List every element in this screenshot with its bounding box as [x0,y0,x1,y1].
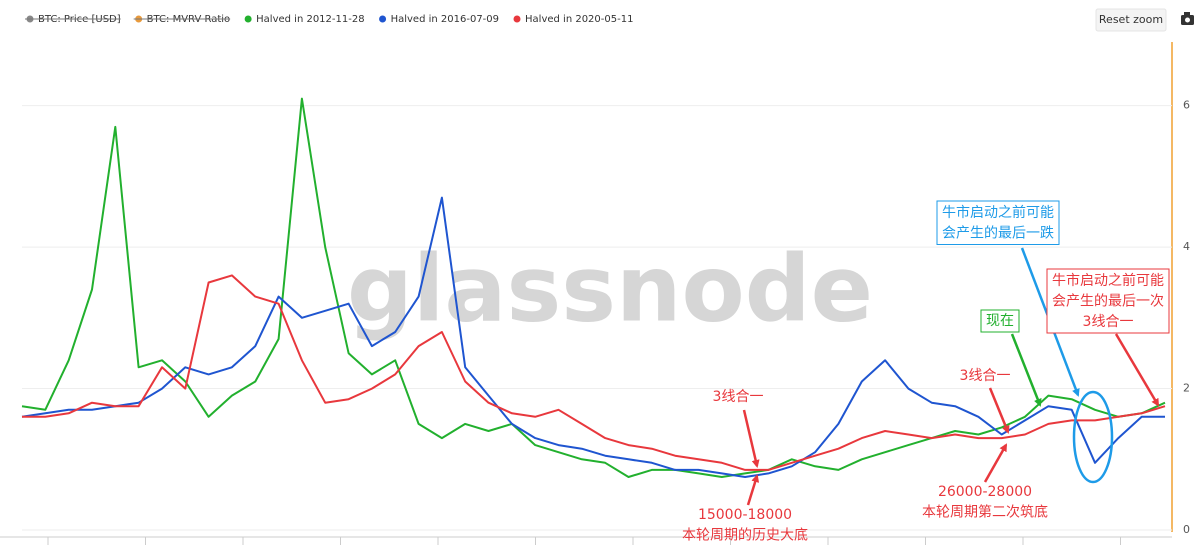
annotation-text: 会产生的最后一次 [1052,294,1164,310]
reset-zoom[interactable]: Reset zoom [1095,8,1167,32]
annotation-arrow [988,387,1010,434]
annotation: 3线合一 [713,389,764,468]
watermark: glassnode [347,235,873,342]
annotation: 现在 [980,309,1042,407]
y-tick-label: 0 [1183,523,1190,536]
annotation-text: 牛市启动之前可能 [942,204,1054,221]
annotation-box [980,309,1020,333]
legend-item[interactable]: Halved in 2012-11-28 [244,14,365,25]
series-line [22,274,1166,471]
annotation-arrow [983,443,1008,483]
annotation-text: 3线合一 [1083,314,1134,330]
annotation: 3线合一 [960,368,1011,434]
highlight-ellipse [1072,390,1114,484]
legend-label[interactable]: Halved in 2020-05-11 [525,14,633,25]
annotation-text: 本轮周期的历史大底 [682,528,808,544]
legend-item[interactable]: Halved in 2016-07-09 [379,14,499,25]
annotation-arrow [746,474,760,506]
y-tick-label: 4 [1183,240,1190,253]
reset-zoom-label[interactable]: Reset zoom [1099,13,1163,26]
legend-item[interactable]: BTC: Price [USD] [25,14,121,25]
annotation-text: 26000-28000 [938,484,1032,500]
camera-top[interactable] [1184,12,1190,16]
legend-item[interactable]: BTC: MVRV Ratio [133,14,231,25]
legend-label[interactable]: Halved in 2012-11-28 [256,14,364,25]
legend-item[interactable]: Halved in 2020-05-11 [513,14,634,25]
series-line [21,97,1166,478]
camera-icon[interactable] [1181,12,1194,25]
annotation: 26000-28000 本轮周期第二次筑底 [922,443,1048,521]
legend-marker[interactable] [379,15,387,23]
annotation-box [936,200,1060,245]
annotation-text: 本轮周期第二次筑底 [922,504,1048,521]
series-line [21,196,1165,478]
annotation-arrow [742,409,760,468]
annotation-arrow [1010,333,1042,407]
annotation-text: 3线合一 [960,368,1011,384]
legend-label[interactable]: Halved in 2016-07-09 [391,14,499,25]
y-tick-label: 2 [1183,382,1190,395]
legend-marker[interactable] [244,15,252,23]
annotation-text: 3线合一 [713,389,764,405]
annotation-text: 现在 [986,313,1014,329]
annotation-arrow [1114,333,1160,407]
annotation-text: 15000-18000 [698,507,792,523]
reset-zoom-box[interactable] [1095,8,1167,32]
annotation: 15000-18000 本轮周期的历史大底 [682,474,808,544]
annotation-box [1046,268,1170,334]
legend-marker[interactable] [513,15,521,23]
camera-lens[interactable] [1185,17,1190,23]
y-tick-label: 6 [1183,99,1190,112]
annotation-text: 会产生的最后一跌 [942,226,1054,242]
annotation-text: 牛市启动之前可能 [1052,272,1164,289]
